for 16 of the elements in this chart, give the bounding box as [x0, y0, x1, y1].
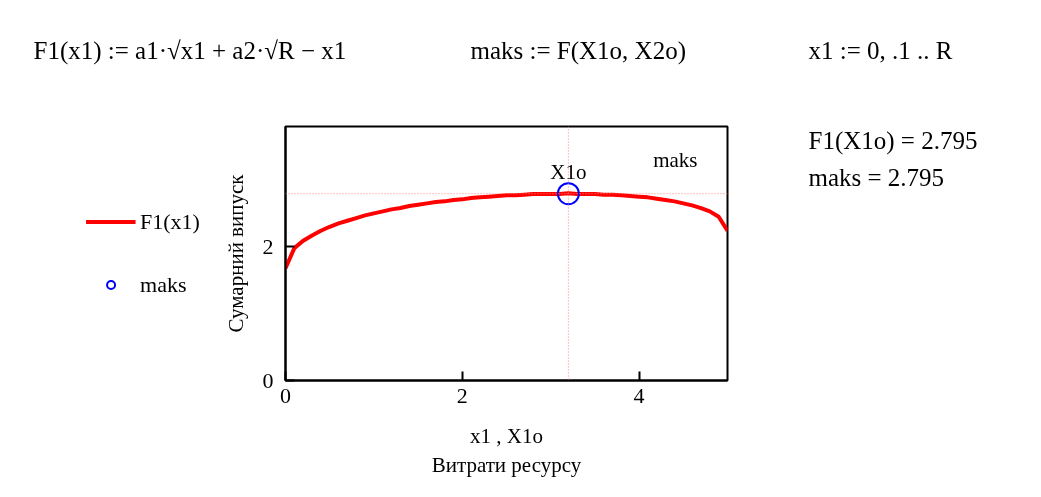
- x-tick-label: 4: [633, 382, 645, 408]
- legend-label: maks: [140, 271, 187, 298]
- legend-label: F1(x1): [140, 208, 200, 235]
- text: F1(x1) := a1·√x1 + a2·√R − x1: [33, 37, 347, 65]
- text: x1 := 0, .1 .. R: [808, 37, 953, 64]
- text: F1(X1o) = 2.795: [808, 126, 978, 155]
- ref-line-label: maks: [653, 147, 698, 172]
- x-tick-label: 0: [280, 382, 291, 408]
- text: Витрати ресурсу: [431, 452, 582, 477]
- y-axis-title: Сумарний випуск: [223, 173, 248, 333]
- x-tick-label: 2: [456, 382, 468, 408]
- ref-line-label: X1o: [550, 159, 587, 184]
- x-axis-title: x1 , X1o: [470, 423, 543, 448]
- text: maks := F(X1o, X2o): [470, 37, 686, 65]
- text: maks = 2.795: [808, 164, 945, 192]
- line-series: [285, 191, 728, 271]
